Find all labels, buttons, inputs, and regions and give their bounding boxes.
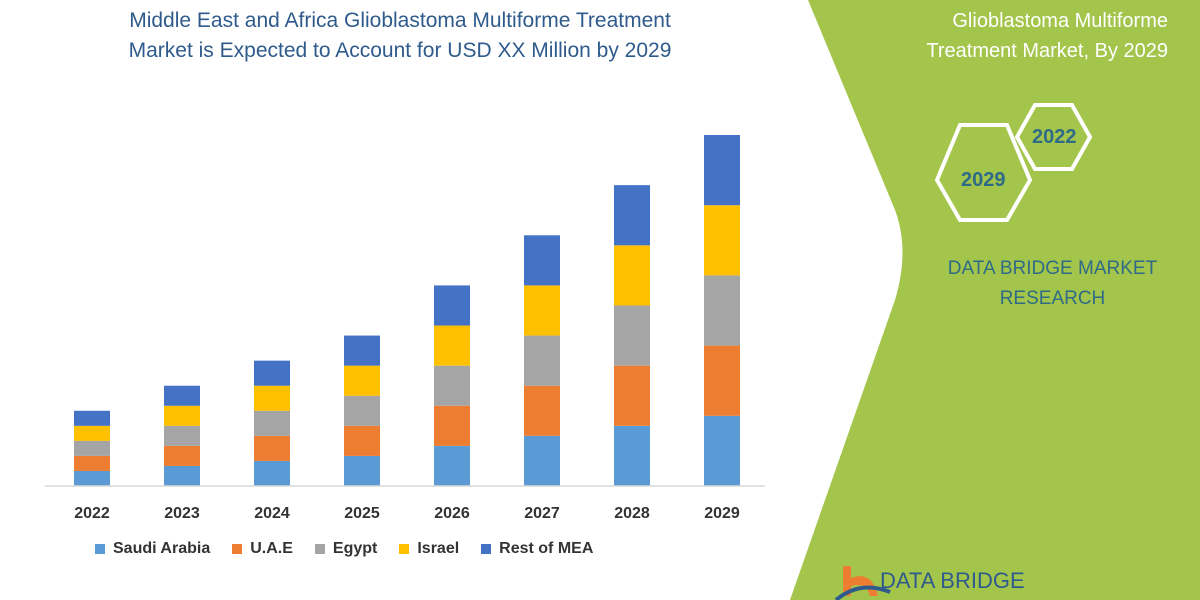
bar-segment-2029-egypt: [704, 275, 740, 346]
hexagon-2022: [1014, 103, 1093, 171]
brand-line-2: RESEARCH: [999, 288, 1106, 309]
x-tick-label: 2028: [614, 505, 650, 522]
bar-segment-2023-u-a-e: [164, 445, 200, 466]
logo-icon: [834, 566, 891, 600]
bar-segment-2023-egypt: [164, 425, 200, 446]
bar-segment-2025-saudi-arabia: [344, 455, 380, 486]
bar-segment-2027-rest-of-mea: [524, 235, 560, 286]
bar-segment-2022-rest-of-mea: [74, 410, 110, 426]
bar-segment-2025-u-a-e: [344, 425, 380, 456]
bar-segment-2026-egypt: [434, 365, 470, 406]
legend-item: Israel: [399, 540, 459, 558]
bar-segment-2026-u-a-e: [434, 405, 470, 446]
legend-item: Saudi Arabia: [95, 540, 210, 558]
x-tick-label: 2024: [254, 505, 290, 522]
bar-segment-2027-u-a-e: [524, 385, 560, 436]
legend-item: U.A.E: [232, 540, 293, 558]
bar-segment-2024-u-a-e: [254, 435, 290, 461]
x-tick-label: 2027: [524, 505, 560, 522]
side-title-line-2: Treatment Market, By 2029: [926, 40, 1168, 62]
x-tick-labels: 2022 2023 2024 2025 2026 2027 2028 2029: [74, 505, 740, 522]
bar-segment-2025-rest-of-mea: [344, 335, 380, 366]
bar-segment-2028-rest-of-mea: [614, 185, 650, 246]
bar-segment-2027-saudi-arabia: [524, 435, 560, 486]
bar-segment-2026-rest-of-mea: [434, 285, 470, 326]
legend: Saudi Arabia U.A.E Egypt Israel Rest of MEA: [95, 540, 615, 558]
logo-text: DATA BRIDGE: [880, 568, 1025, 593]
x-tick-label: 2025: [344, 505, 380, 522]
hex-label-2029: 2029: [961, 169, 1006, 191]
bar-segment-2029-rest-of-mea: [704, 135, 740, 206]
bar-segment-2025-israel: [344, 365, 380, 396]
legend-swatch: [481, 544, 492, 554]
legend-label: Rest of MEA: [499, 540, 594, 557]
x-tick-label: 2026: [434, 505, 470, 522]
bar-segment-2023-saudi-arabia: [164, 465, 200, 486]
side-panel-title: Glioblastoma Multiforme Treatment Market…: [850, 6, 1168, 66]
bar-segment-2029-saudi-arabia: [704, 415, 740, 486]
side-title-line-1: Glioblastoma Multiforme: [952, 10, 1168, 32]
title-line-1: Middle East and Africa Glioblastoma Mult…: [129, 9, 671, 32]
bar-segment-2024-israel: [254, 385, 290, 411]
legend-swatch: [399, 544, 410, 554]
bar-segment-2024-saudi-arabia: [254, 460, 290, 486]
brand-line-1: DATA BRIDGE MARKET: [947, 258, 1158, 279]
legend-swatch: [95, 544, 105, 554]
hexagon-2029: [934, 123, 1033, 222]
bar-segment-2022-saudi-arabia: [74, 470, 110, 486]
bar-segment-2029-israel: [704, 205, 740, 276]
legend-swatch: [314, 544, 325, 554]
bar-segment-2028-saudi-arabia: [614, 425, 650, 486]
legend-label: Saudi Arabia: [113, 540, 211, 557]
title-line-2: Market is Expected to Account for USD XX…: [128, 39, 672, 62]
bar-segment-2023-israel: [164, 405, 200, 426]
bar-segment-2028-u-a-e: [614, 365, 650, 426]
bar-segment-2024-egypt: [254, 410, 290, 436]
legend-item: Egypt: [314, 540, 378, 558]
x-tick-label: 2022: [74, 505, 110, 522]
bar-segment-2028-israel: [614, 245, 650, 306]
legend-label: U.A.E: [250, 540, 293, 557]
legend-label: Israel: [417, 540, 460, 557]
hex-label-2022: 2022: [1032, 126, 1077, 148]
bar-segment-2027-israel: [524, 285, 560, 336]
legend-item: Rest of MEA: [481, 540, 593, 558]
bar-segment-2026-israel: [434, 325, 470, 366]
x-tick-label: 2029: [704, 505, 740, 522]
brand-text: DATA BRIDGE MARKET RESEARCH: [920, 254, 1185, 314]
legend-swatch: [232, 544, 243, 554]
bar-segment-2025-egypt: [344, 395, 380, 426]
bar-segment-2029-u-a-e: [704, 345, 740, 416]
legend-label: Egypt: [332, 540, 378, 557]
bar-segment-2023-rest-of-mea: [164, 385, 200, 406]
bar-segment-2028-egypt: [614, 305, 650, 366]
bar-segment-2022-egypt: [74, 440, 110, 456]
stacked-bar-chart: [74, 135, 740, 486]
bar-segment-2026-saudi-arabia: [434, 445, 470, 486]
green-panel: [790, 0, 1200, 600]
bar-segment-2027-egypt: [524, 335, 560, 386]
chart-title: Middle East and Africa Glioblastoma Mult…: [40, 6, 760, 66]
x-tick-label: 2023: [164, 505, 200, 522]
bar-segment-2024-rest-of-mea: [254, 360, 290, 386]
bar-segment-2022-israel: [74, 425, 110, 441]
bar-segment-2022-u-a-e: [74, 455, 110, 471]
